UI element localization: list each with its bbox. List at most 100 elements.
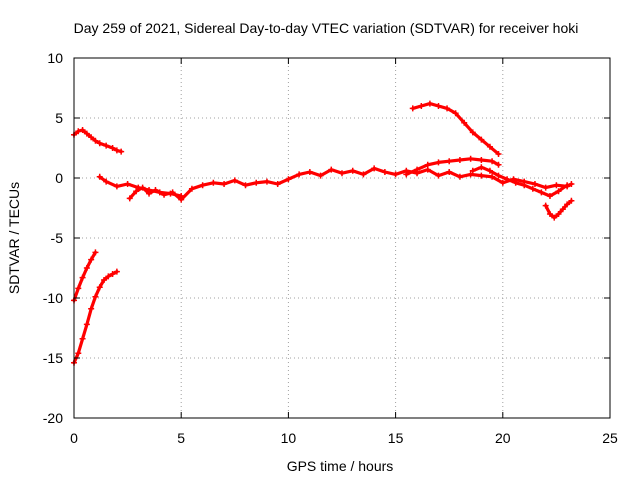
data-point [435, 159, 442, 166]
data-point [88, 134, 95, 141]
data-point [469, 167, 476, 174]
data-point [263, 178, 270, 185]
data-point [414, 166, 421, 173]
y-tick-label: 0 [55, 170, 63, 186]
data-point [83, 130, 90, 137]
data-point [456, 157, 463, 163]
data-point [161, 191, 168, 198]
data-point [113, 268, 120, 275]
data-point [349, 167, 356, 174]
series-arc-c [128, 166, 574, 202]
y-tick-label: -5 [51, 230, 64, 246]
data-point [478, 157, 485, 163]
data-point [103, 178, 110, 185]
data-point [126, 195, 133, 202]
data-point [504, 176, 511, 183]
grid-lines [74, 58, 610, 418]
data-point [178, 196, 185, 203]
data-point [555, 188, 562, 195]
data-point [538, 189, 545, 196]
data-point [75, 128, 82, 135]
data-point [92, 249, 99, 256]
data-point [296, 171, 303, 178]
data-point [231, 177, 238, 184]
data-point [79, 335, 86, 342]
data-point [546, 193, 553, 199]
data-point [478, 172, 485, 179]
data-point [92, 137, 99, 144]
data-point [109, 271, 116, 277]
data-point [242, 182, 249, 189]
data-point [146, 190, 153, 197]
data-point [88, 256, 95, 263]
data-point [113, 183, 120, 190]
x-tick-label: 5 [177, 430, 185, 446]
data-point [169, 189, 176, 196]
data-point [499, 179, 506, 186]
data-point [531, 181, 538, 187]
data-point [546, 211, 553, 217]
data-point [486, 167, 493, 174]
data-point [188, 185, 195, 192]
axis-ticks [73, 57, 611, 419]
data-point [371, 165, 378, 172]
data-point [435, 103, 442, 109]
data-point [101, 277, 108, 283]
data-point [105, 273, 112, 280]
data-point [79, 274, 86, 281]
data-point [426, 100, 433, 107]
data-point [221, 181, 228, 187]
data-point [568, 181, 575, 187]
data-point [551, 214, 558, 221]
x-tick-label: 20 [495, 430, 511, 446]
data-point [103, 142, 110, 149]
data-point [495, 161, 502, 168]
data-point [381, 169, 388, 175]
data-point [435, 172, 442, 179]
data-point [139, 184, 146, 191]
data-point [467, 155, 474, 162]
series-arc-d [404, 157, 501, 176]
data-point [456, 173, 463, 180]
x-axis-label: GPS time / hours [287, 458, 394, 474]
data-point [96, 284, 103, 291]
data-point [83, 265, 90, 271]
x-tick-label: 25 [602, 430, 618, 446]
data-point [274, 181, 281, 187]
data-point [96, 140, 103, 147]
data-point [88, 305, 95, 312]
data-point [489, 173, 496, 180]
data-point [478, 136, 485, 143]
data-point [564, 201, 571, 208]
y-axis-label: SDTVAR / TECUs [6, 182, 22, 294]
data-point [339, 170, 345, 177]
data-point [199, 182, 206, 189]
data-point [360, 171, 367, 178]
data-point [409, 105, 416, 112]
data-point [109, 145, 116, 151]
x-tick-label: 10 [281, 430, 297, 446]
data-point [542, 184, 549, 191]
data-point [555, 211, 562, 217]
data-series [71, 100, 575, 366]
data-point [210, 179, 217, 186]
data-point [559, 206, 566, 213]
data-point [317, 172, 324, 179]
y-tick-label: 5 [55, 110, 63, 126]
data-point [75, 350, 82, 357]
data-point [253, 179, 260, 186]
data-point [553, 182, 560, 189]
data-point [478, 164, 485, 171]
data-point [306, 169, 313, 175]
data-point [96, 173, 103, 180]
data-point [512, 179, 519, 186]
data-point [418, 103, 425, 109]
data-point [118, 148, 125, 155]
y-tick-label: 10 [47, 50, 63, 66]
y-tick-label: -20 [43, 410, 63, 426]
data-point [495, 151, 502, 157]
data-point [495, 172, 502, 179]
data-point [446, 169, 453, 175]
data-point [424, 161, 431, 168]
